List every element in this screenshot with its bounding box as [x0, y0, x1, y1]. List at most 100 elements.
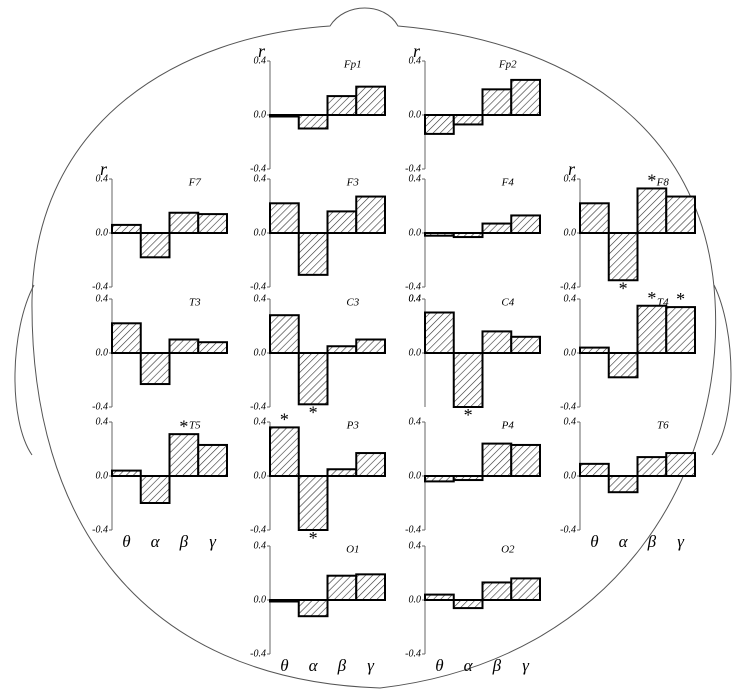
y-tick-label: 0.0 — [254, 594, 267, 605]
bar — [424, 593, 455, 601]
bar — [424, 311, 455, 354]
y-tick-label: -0.4 — [250, 401, 266, 412]
y-tick-label: -0.4 — [92, 524, 108, 535]
bar — [481, 222, 513, 235]
bar — [579, 202, 610, 235]
bar — [111, 322, 142, 354]
y-tick-label: 0.4 — [564, 293, 577, 304]
bar — [269, 426, 300, 477]
x-tick-label: α — [619, 532, 629, 551]
bar — [665, 306, 696, 355]
x-tick-label: β — [337, 656, 347, 675]
bar — [269, 314, 300, 355]
y-tick-label: -0.4 — [92, 281, 108, 292]
x-tick-label: γ — [209, 532, 217, 551]
bar — [326, 468, 358, 477]
panel-title: F3 — [346, 177, 360, 189]
y-tick-label: 0.0 — [409, 594, 422, 605]
bar — [424, 475, 455, 483]
y-tick-label: 0.0 — [409, 470, 422, 481]
bar — [481, 581, 513, 602]
x-tick-label: β — [647, 532, 657, 551]
bar — [452, 599, 484, 610]
bar — [297, 114, 329, 130]
y-tick-label: 0.4 — [409, 55, 422, 66]
bar — [197, 341, 228, 355]
x-tick-label: θ — [435, 656, 443, 675]
panel-title: Fp2 — [498, 59, 517, 71]
y-tick-label: 0.4 — [96, 416, 109, 427]
y-tick-label: -0.4 — [92, 401, 108, 412]
bar — [579, 462, 610, 478]
bar — [452, 114, 484, 126]
y-axis-label: r — [100, 159, 108, 179]
x-tick-label: α — [309, 656, 319, 675]
panel-title: F8 — [656, 177, 670, 189]
y-tick-label: 0.0 — [564, 227, 577, 238]
panel-title: O1 — [346, 544, 359, 556]
bar — [111, 469, 142, 478]
bar — [326, 95, 358, 116]
y-tick-label: 0.4 — [254, 540, 267, 551]
y-axis-label: r — [413, 41, 421, 61]
y-tick-label: -0.4 — [560, 524, 576, 535]
bar — [636, 456, 668, 478]
panel-title: T5 — [189, 420, 201, 432]
y-tick-label: -0.4 — [405, 163, 421, 174]
y-tick-label: -0.4 — [250, 648, 266, 659]
x-tick-label: α — [151, 532, 161, 551]
significance-mark: * — [280, 410, 289, 430]
x-tick-label: γ — [367, 656, 375, 675]
significance-mark: * — [647, 288, 656, 308]
panel-title: F4 — [501, 177, 515, 189]
bar — [269, 202, 300, 235]
bar — [168, 338, 200, 354]
significance-mark: * — [309, 528, 318, 548]
panel-title: F7 — [188, 177, 202, 189]
significance-mark: * — [676, 289, 685, 309]
x-tick-label: β — [179, 532, 189, 551]
bar — [297, 475, 329, 531]
panel-title: P3 — [346, 420, 360, 432]
y-tick-label: 0.0 — [254, 109, 267, 120]
bar — [326, 574, 358, 602]
bar — [139, 232, 171, 259]
y-tick-label: 0.0 — [96, 227, 109, 238]
y-tick-label: 0.4 — [564, 416, 577, 427]
y-tick-label: 0.4 — [254, 55, 267, 66]
panel-title: Fp1 — [343, 59, 362, 71]
significance-mark: * — [309, 402, 318, 422]
bar — [297, 352, 329, 406]
bar — [452, 352, 484, 408]
bar — [424, 114, 455, 135]
y-tick-label: 0.4 — [254, 173, 267, 184]
bar — [665, 195, 696, 235]
bar — [168, 433, 200, 477]
y-tick-label: 0.0 — [254, 470, 267, 481]
y-tick-label: 0.0 — [254, 347, 267, 358]
bar — [197, 443, 228, 478]
bar — [481, 442, 513, 478]
x-tick-label: γ — [522, 656, 530, 675]
bar — [636, 304, 668, 354]
bar — [139, 352, 171, 386]
bar — [636, 187, 668, 234]
y-tick-label: 0.4 — [96, 173, 109, 184]
left-ear — [14, 284, 35, 456]
y-tick-label: -0.4 — [560, 281, 576, 292]
y-tick-label: 0.4 — [254, 416, 267, 427]
bar — [452, 232, 484, 239]
bar — [607, 352, 639, 379]
x-tick-label: θ — [122, 532, 130, 551]
bar — [665, 452, 696, 477]
bar — [355, 195, 386, 235]
bar — [355, 573, 386, 601]
y-tick-label: 0.4 — [409, 293, 422, 304]
y-tick-label: 0.4 — [564, 173, 577, 184]
bar — [481, 330, 513, 354]
bar — [481, 88, 513, 116]
y-tick-label: 0.4 — [409, 540, 422, 551]
x-tick-label: β — [492, 656, 502, 675]
y-tick-label: 0.4 — [409, 416, 422, 427]
x-tick-label: θ — [280, 656, 288, 675]
